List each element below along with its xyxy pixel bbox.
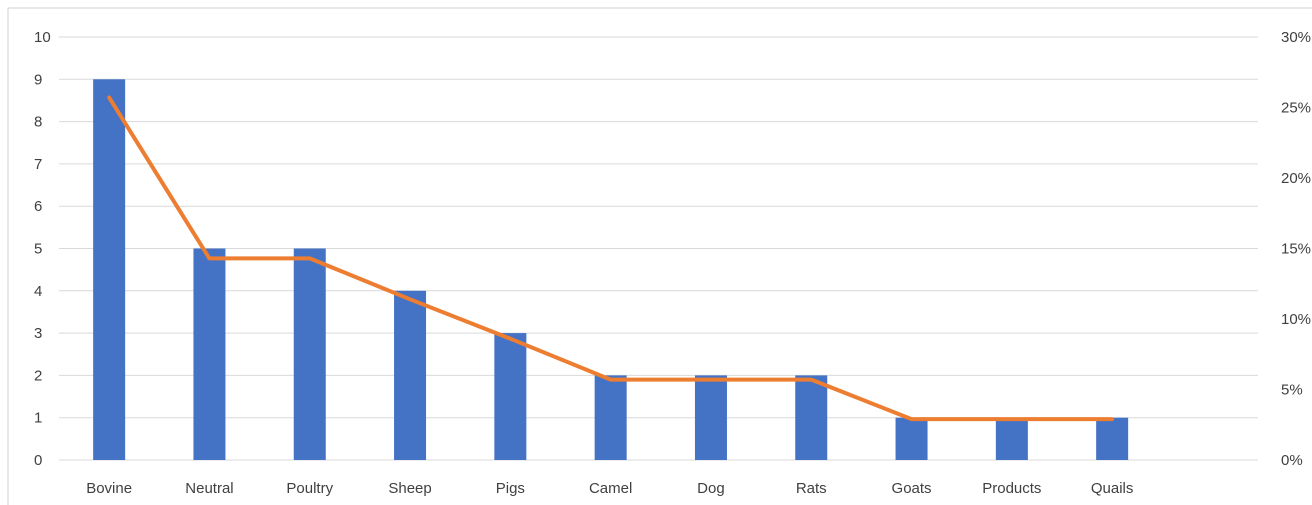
- bar: [594, 375, 627, 460]
- x-category-label: Products: [982, 480, 1041, 497]
- y-left-tick-label: 8: [34, 114, 42, 131]
- y-left-tick-label: 7: [34, 156, 42, 173]
- bar: [1096, 417, 1129, 460]
- cumulative-line: [107, 95, 1115, 422]
- x-category-label: Sheep: [388, 480, 431, 497]
- x-category-label: Pigs: [496, 480, 525, 497]
- y-right-tick-label: 20%: [1281, 170, 1311, 187]
- bar: [895, 417, 928, 460]
- bar: [995, 417, 1028, 460]
- bar: [193, 248, 226, 460]
- y-left-tick-label: 6: [34, 198, 42, 215]
- y-left-tick-label: 2: [34, 367, 42, 384]
- x-category-label: Rats: [796, 480, 827, 497]
- x-category-label: Neutral: [185, 480, 233, 497]
- y-right-tick-label: 0%: [1281, 452, 1303, 469]
- x-category-label: Quails: [1091, 480, 1134, 497]
- y-axis-right: 0% 5% 10% 15% 20% 25% 30%: [1281, 29, 1311, 469]
- y-right-tick-label: 5%: [1281, 382, 1303, 399]
- y-left-tick-label: 3: [34, 325, 42, 342]
- y-right-tick-label: 25%: [1281, 100, 1311, 117]
- x-category-label: Goats: [892, 480, 932, 497]
- y-right-tick-label: 30%: [1281, 29, 1311, 46]
- y-left-tick-label: 10: [34, 29, 51, 46]
- y-left-tick-label: 1: [34, 410, 42, 427]
- x-category-label: Camel: [589, 480, 632, 497]
- bar: [293, 248, 326, 460]
- bar: [795, 375, 828, 460]
- x-category-label: Poultry: [286, 480, 333, 497]
- y-left-tick-label: 0: [34, 452, 42, 469]
- x-category-label: Dog: [697, 480, 725, 497]
- bar: [494, 333, 527, 460]
- gridlines: [59, 36, 1258, 461]
- y-right-tick-label: 15%: [1281, 241, 1311, 258]
- bar: [394, 290, 427, 460]
- y-right-tick-label: 10%: [1281, 311, 1311, 328]
- x-category-label: Bovine: [86, 480, 132, 497]
- y-left-tick-label: 9: [34, 71, 42, 88]
- y-left-tick-label: 5: [34, 241, 42, 258]
- bar: [694, 375, 727, 460]
- x-axis: Bovine Neutral Poultry Sheep Pigs Camel Dog Rat…: [86, 480, 1133, 497]
- bar: [93, 79, 126, 461]
- bar-series: [93, 79, 1129, 461]
- y-left-tick-label: 4: [34, 283, 42, 300]
- cumulative-line-series: [107, 95, 1115, 422]
- y-axis-left: 0 1 2 3 4 5 6 7 8 9 10: [34, 29, 51, 469]
